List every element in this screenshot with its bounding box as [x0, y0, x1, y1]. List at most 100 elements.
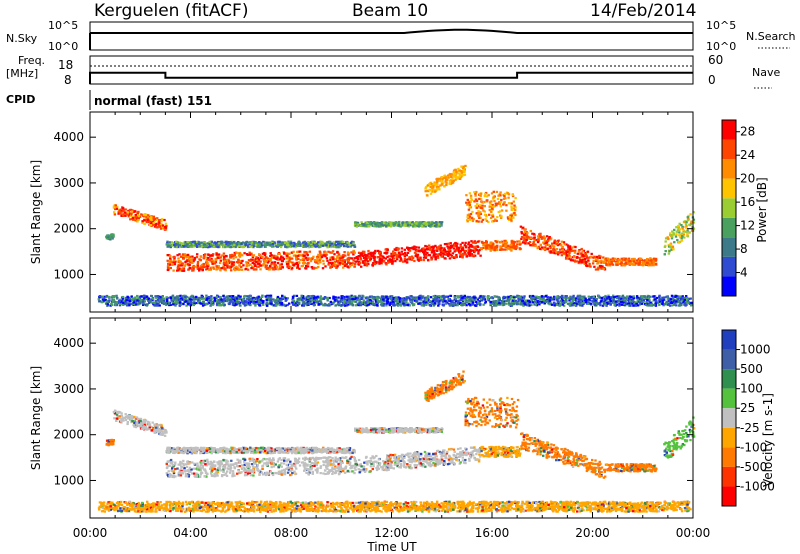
power-cell [249, 295, 252, 298]
power-cell [370, 255, 373, 258]
power-cell [212, 267, 216, 270]
power-cell [436, 187, 439, 190]
power-cell [548, 244, 551, 247]
power-cell [382, 256, 386, 259]
power-cell [581, 295, 584, 298]
power-cell [273, 254, 276, 257]
power-cell [365, 264, 369, 267]
power-cell [649, 257, 652, 260]
power-cell [424, 186, 428, 189]
power-cell [635, 295, 639, 298]
power-cell [122, 208, 125, 212]
power-cell [456, 304, 459, 307]
power-cell [654, 262, 658, 266]
power-cell [568, 252, 571, 255]
power-cell [497, 296, 500, 299]
power-cell [493, 295, 496, 298]
power-cell [408, 304, 411, 307]
power-cell [360, 302, 363, 305]
power-cell [204, 253, 207, 256]
power-cell [496, 197, 500, 201]
power-cell [395, 255, 398, 258]
power-cell [251, 261, 254, 265]
power-cell [453, 295, 456, 298]
power-cell [564, 296, 567, 299]
power-cell [259, 268, 262, 271]
power-cell [273, 267, 276, 270]
power-cell [460, 303, 463, 306]
power-cell [276, 256, 279, 259]
power-cell [343, 262, 346, 265]
power-cell [354, 300, 358, 303]
power-cell [241, 259, 244, 262]
power-cell [235, 260, 239, 264]
power-cell [454, 177, 457, 180]
power-cell [155, 300, 158, 303]
power-cell [405, 258, 409, 261]
power-cell [492, 304, 496, 307]
power-cell [200, 294, 203, 297]
power-cell [584, 297, 587, 300]
power-cell [156, 298, 160, 301]
power-cell [118, 300, 121, 303]
power-cell [608, 264, 612, 267]
power-cell [662, 296, 665, 300]
power-cell [575, 260, 579, 263]
power-cell [672, 298, 675, 301]
power-cell [209, 304, 212, 307]
power-cell [642, 298, 645, 301]
power-cell [302, 259, 306, 262]
power-cell [317, 262, 320, 265]
power-cell [247, 259, 251, 262]
power-cell [233, 269, 237, 272]
power-cell [492, 300, 495, 303]
power-cell [404, 251, 407, 255]
power-cell [434, 256, 437, 259]
power-cell [565, 243, 568, 246]
power-cell [163, 218, 166, 222]
power-cell [574, 249, 577, 252]
power-cell [613, 259, 616, 263]
power-cell [400, 250, 404, 253]
power-cell [600, 259, 603, 262]
power-cell [302, 296, 305, 299]
power-cell [500, 198, 503, 202]
power-cell [520, 303, 524, 306]
power-cell [270, 254, 273, 257]
power-cell [489, 304, 492, 307]
power-cell [614, 263, 618, 267]
power-cell [681, 227, 684, 230]
power-cell [286, 260, 290, 263]
power-cell [396, 258, 399, 261]
power-cell [648, 261, 652, 264]
power-cell [597, 294, 600, 298]
power-cell [198, 302, 202, 305]
power-cell [319, 301, 323, 304]
power-cell [156, 217, 159, 220]
power-cell [529, 244, 532, 247]
power-cell [260, 299, 263, 302]
power-cell [500, 248, 504, 251]
power-cell [105, 301, 109, 304]
power-cell [495, 248, 498, 251]
power-cell [466, 219, 469, 222]
power-cell [636, 304, 640, 307]
power-cell [344, 254, 347, 257]
power-cell [247, 264, 250, 267]
power-cell [251, 255, 255, 259]
power-cell [609, 258, 612, 261]
power-cell [581, 250, 584, 253]
power-cell [603, 298, 606, 301]
power-cell [242, 300, 245, 303]
power-cell [580, 297, 583, 300]
power-cell [492, 190, 495, 193]
power-cell [391, 262, 394, 265]
power-cell [485, 195, 489, 198]
power-cell [620, 301, 624, 304]
power-cell [477, 252, 480, 255]
power-cell [542, 241, 545, 244]
power-cell [522, 226, 525, 229]
power-cell [575, 302, 578, 306]
power-cell [180, 268, 183, 271]
power-cell [587, 259, 590, 262]
